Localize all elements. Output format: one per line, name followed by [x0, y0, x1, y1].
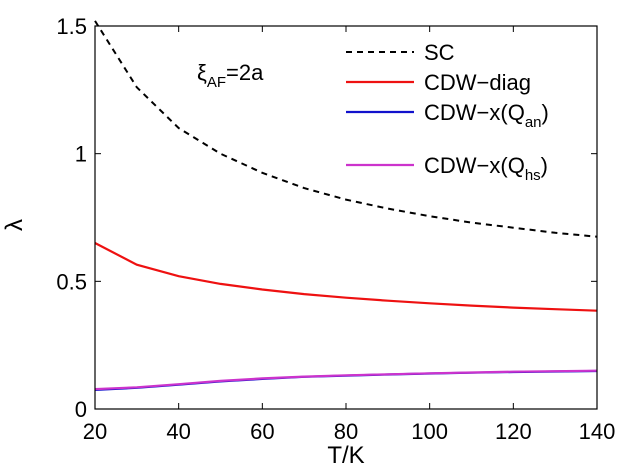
y-tick-label-0: 0: [75, 397, 87, 422]
x-tick-label-6: 140: [579, 419, 616, 444]
legend-label-cdw-x-qan: CDW−x(Qan): [424, 100, 549, 131]
legend-label-cdw-x-qhs: CDW−x(Qhs): [424, 153, 548, 184]
series-line-1: [94, 242, 598, 312]
ticks-layer: 20 40 60 80 100 120 140 0 0.5 1 1.5: [56, 14, 615, 444]
legend-label-cdw-diag: CDW−diag: [424, 70, 531, 95]
legend-label-cdw-x-qhs-main: CDW−x(Q: [424, 153, 525, 178]
x-axis-label: T/K: [327, 442, 364, 469]
series-layer: [94, 20, 598, 391]
legend-label-cdw-x-qan-sub: an: [525, 114, 542, 131]
legend-entry-sc: SC: [346, 40, 455, 65]
annotation-sub: AF: [207, 74, 226, 91]
legend-entry-cdw-x-qhs: CDW−x(Qhs): [346, 153, 548, 184]
annotation-main: ξ: [197, 60, 207, 85]
legend-label-cdw-diag-main: CDW−diag: [424, 70, 531, 95]
x-tick-label-3: 80: [334, 419, 358, 444]
legend-label-cdw-x-qhs-sub: hs: [525, 167, 541, 184]
legend-entry-cdw-diag: CDW−diag: [346, 70, 531, 95]
xi-annotation: ξAF=2a: [197, 60, 264, 91]
x-tick-label-1: 40: [166, 419, 190, 444]
legend-label-sc-main: SC: [424, 40, 455, 65]
legend-label-sc: SC: [424, 40, 455, 65]
annotation-rest: =2a: [226, 60, 264, 85]
legend-label-cdw-x-qan-main: CDW−x(Q: [424, 100, 525, 125]
x-tick-label-0: 20: [83, 419, 107, 444]
series-line-2: [94, 369, 598, 391]
x-tick-label-5: 120: [495, 419, 532, 444]
y-axis-label: λ: [1, 219, 28, 231]
y-tick-label-3: 1.5: [56, 14, 87, 39]
x-tick-label-2: 60: [250, 419, 274, 444]
legend: SC CDW−diag CDW−x(Qan) CDW−x(Qhs): [346, 40, 549, 184]
x-tick-label-4: 100: [411, 419, 448, 444]
legend-entry-cdw-x-qan: CDW−x(Qan): [346, 100, 549, 131]
series-line-3: [94, 369, 598, 391]
y-tick-label-2: 1: [75, 142, 87, 167]
legend-label-cdw-x-qan-tail: ): [542, 100, 549, 125]
legend-label-cdw-x-qhs-tail: ): [541, 153, 548, 178]
y-tick-label-1: 0.5: [56, 269, 87, 294]
series-line-0: [94, 20, 598, 238]
